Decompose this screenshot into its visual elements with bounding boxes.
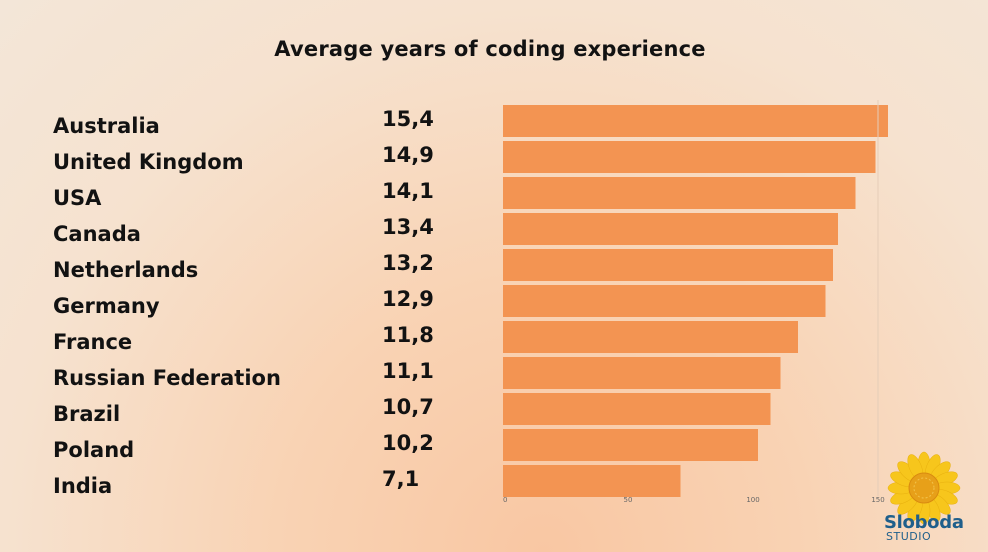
value-label: 13,2 [382, 251, 434, 275]
bar [503, 105, 888, 137]
value-label: 11,8 [382, 323, 434, 347]
value-label: 11,1 [382, 359, 434, 383]
category-label: India [53, 474, 112, 498]
bar [503, 357, 781, 389]
category-label: France [53, 330, 132, 354]
value-label: 12,9 [382, 287, 434, 311]
category-label: Australia [53, 114, 160, 138]
x-tick-label: 50 [624, 496, 633, 504]
value-label: 15,4 [382, 107, 434, 131]
category-label: Germany [53, 294, 160, 318]
category-label: Netherlands [53, 258, 198, 282]
category-label: Brazil [53, 402, 120, 426]
sunflower-logo-icon [887, 451, 961, 525]
bars [503, 105, 888, 497]
category-label: Poland [53, 438, 134, 462]
value-labels: 15,4 14,9 14,1 13,4 13,2 12,9 11,8 11,1 10,7 10,2… [382, 107, 434, 491]
bar [503, 249, 833, 281]
bar [503, 321, 798, 353]
bar [503, 465, 681, 497]
value-label: 10,7 [382, 395, 434, 419]
bar [503, 141, 876, 173]
value-label: 13,4 [382, 215, 434, 239]
chart-title: Average years of coding experience [274, 37, 706, 61]
category-label: USA [53, 186, 102, 210]
category-label: Canada [53, 222, 141, 246]
bar [503, 177, 856, 209]
category-label: Russian Federation [53, 366, 281, 390]
bar [503, 213, 838, 245]
x-tick-label: 150 [871, 496, 884, 504]
bar [503, 285, 826, 317]
x-tick-label: 100 [746, 496, 759, 504]
value-label: 14,1 [382, 179, 434, 203]
logo-sub: STUDIO [886, 530, 932, 543]
logo-name: Sloboda [884, 512, 964, 533]
value-label: 10,2 [382, 431, 434, 455]
x-tick-label: 0 [503, 496, 507, 504]
value-label: 14,9 [382, 143, 434, 167]
x-axis-ticks: 0 50 100 150 [503, 496, 885, 504]
category-label: United Kingdom [53, 150, 244, 174]
bar [503, 429, 758, 461]
bar [503, 393, 771, 425]
value-label: 7,1 [382, 467, 419, 491]
category-labels: Australia United Kingdom USA Canada Netherla… [53, 114, 281, 498]
